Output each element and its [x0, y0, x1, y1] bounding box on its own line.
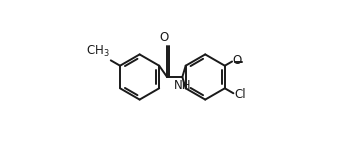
Text: O: O	[160, 31, 169, 44]
Text: NH: NH	[174, 79, 192, 92]
Text: CH$_3$: CH$_3$	[86, 44, 110, 59]
Text: O: O	[233, 54, 242, 67]
Text: Cl: Cl	[234, 87, 246, 101]
